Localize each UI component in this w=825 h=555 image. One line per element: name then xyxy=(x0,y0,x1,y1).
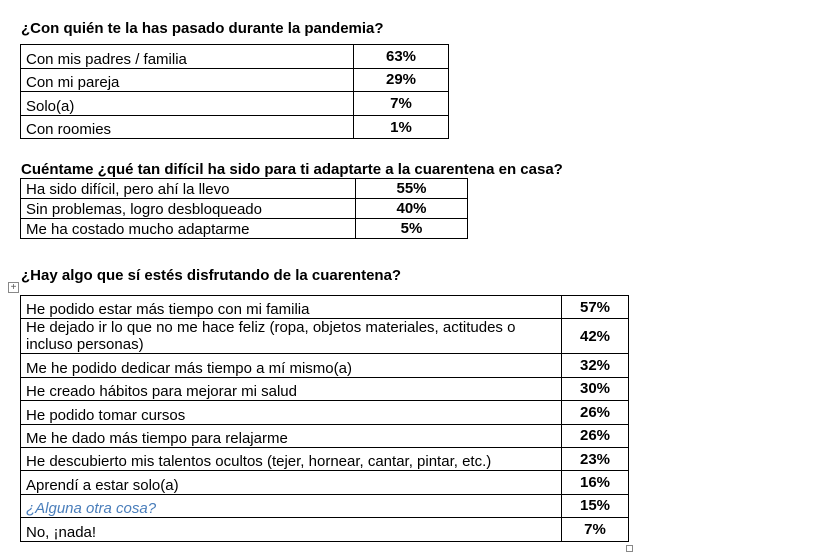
row-percentage: 32% xyxy=(561,353,629,378)
table-row: Con mi pareja 29% xyxy=(20,67,449,93)
table-row: Ha sido difícil, pero ahí la llevo 55% xyxy=(20,178,468,199)
row-percentage: 42% xyxy=(561,318,629,355)
row-percentage: 7% xyxy=(561,517,629,542)
row-label: He podido estar más tiempo con mi famili… xyxy=(20,294,562,320)
row-percentage: 1% xyxy=(353,114,449,140)
row-label-other: ¿Alguna otra cosa? xyxy=(20,493,562,519)
table-row: ¿Alguna otra cosa? 15% xyxy=(20,493,629,519)
table-row: Me he dado más tiempo para relajarme 26% xyxy=(20,423,629,448)
results-table-3: He podido estar más tiempo con mi famili… xyxy=(20,294,629,542)
row-label: Con mis padres / familia xyxy=(20,44,354,69)
row-percentage: 29% xyxy=(353,67,449,93)
row-label: Con roomies xyxy=(20,114,354,140)
row-percentage: 26% xyxy=(561,400,629,425)
row-label: Aprendí a estar solo(a) xyxy=(20,470,562,495)
table-row: Me ha costado mucho adaptarme 5% xyxy=(20,218,468,239)
row-percentage: 30% xyxy=(561,376,629,402)
row-percentage: 55% xyxy=(355,178,468,199)
row-label: Solo(a) xyxy=(20,91,354,116)
table-row: He descubierto mis talentos ocultos (tej… xyxy=(20,446,629,472)
table-resize-handle[interactable] xyxy=(626,545,633,552)
table-row: He podido tomar cursos 26% xyxy=(20,400,629,425)
table-row: No, ¡nada! 7% xyxy=(20,517,629,542)
question-title-1: ¿Con quién te la has pasado durante la p… xyxy=(21,20,384,37)
results-table-1: Con mis padres / familia 63% Con mi pareja… xyxy=(20,44,449,140)
row-label: He podido tomar cursos xyxy=(20,400,562,425)
table-row: Me he podido dedicar más tiempo a mí mis… xyxy=(20,353,629,378)
table-row: Con mis padres / familia 63% xyxy=(20,44,449,69)
row-percentage: 5% xyxy=(355,218,468,239)
row-percentage: 7% xyxy=(353,91,449,116)
table-row: He podido estar más tiempo con mi famili… xyxy=(20,294,629,320)
row-label: Ha sido difícil, pero ahí la llevo xyxy=(20,178,356,199)
row-label: No, ¡nada! xyxy=(20,517,562,542)
table-row: He creado hábitos para mejorar mi salud 3… xyxy=(20,376,629,402)
table-row: Solo(a) 7% xyxy=(20,91,449,116)
row-percentage: 57% xyxy=(561,294,629,320)
row-label: He descubierto mis talentos ocultos (tej… xyxy=(20,446,562,472)
row-percentage: 23% xyxy=(561,446,629,472)
row-percentage: 40% xyxy=(355,198,468,219)
row-label: Sin problemas, logro desbloqueado xyxy=(20,198,356,219)
row-label: Me he dado más tiempo para relajarme xyxy=(20,423,562,448)
row-label: He creado hábitos para mejorar mi salud xyxy=(20,376,562,402)
table-move-handle-icon[interactable]: + xyxy=(8,282,19,293)
question-title-3: ¿Hay algo que sí estés disfrutando de la… xyxy=(21,267,402,284)
table-row: Sin problemas, logro desbloqueado 40% xyxy=(20,198,468,219)
question-title-2: Cuéntame ¿qué tan difícil ha sido para t… xyxy=(21,161,563,178)
table-row: He dejado ir lo que no me hace feliz (ro… xyxy=(20,318,629,355)
row-label: He dejado ir lo que no me hace feliz (ro… xyxy=(20,318,562,355)
row-percentage: 26% xyxy=(561,423,629,448)
results-table-2: Ha sido difícil, pero ahí la llevo 55% Sin… xyxy=(20,178,468,239)
row-label: Con mi pareja xyxy=(20,67,354,93)
row-label: Me he podido dedicar más tiempo a mí mis… xyxy=(20,353,562,378)
table-row: Con roomies 1% xyxy=(20,114,449,140)
row-label: Me ha costado mucho adaptarme xyxy=(20,218,356,239)
table-row: Aprendí a estar solo(a) 16% xyxy=(20,470,629,495)
row-percentage: 63% xyxy=(353,44,449,69)
row-percentage: 16% xyxy=(561,470,629,495)
row-percentage: 15% xyxy=(561,493,629,519)
